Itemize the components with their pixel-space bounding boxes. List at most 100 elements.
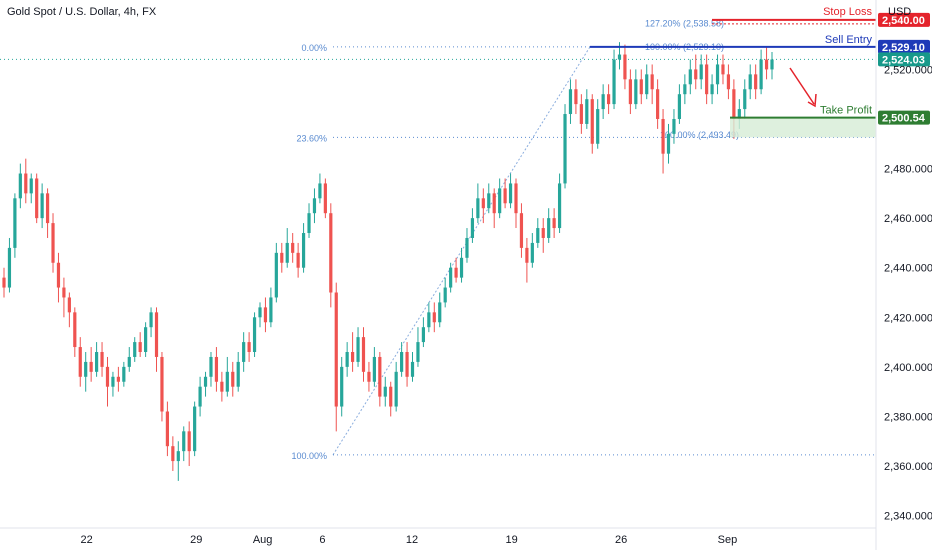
sell-arrow-shaft (789, 67, 815, 105)
candle-body (487, 193, 491, 209)
candle-body (410, 361, 415, 377)
candle-body (672, 118, 676, 134)
candle-body (459, 257, 464, 278)
price-tag-text: 2,524.03 (882, 54, 925, 66)
candle-body (247, 342, 251, 352)
price-tag-bg (878, 52, 930, 67)
fib-level-label: 0.00% (301, 43, 327, 53)
candle-body (710, 84, 714, 95)
x-tick-label: Sep (718, 534, 738, 546)
fib-level-label: 100.00% (291, 451, 327, 461)
candle-body (144, 327, 148, 352)
candle-body (24, 173, 28, 194)
price-tag-bg (878, 12, 930, 27)
fib-extension-label: 100.00% (2,493.49) (660, 130, 739, 140)
candle-body (203, 376, 208, 387)
candle-body (29, 178, 33, 194)
candle-body (367, 371, 371, 382)
candle-body (743, 89, 747, 110)
candle-body (182, 431, 186, 452)
candle-body (138, 342, 142, 352)
stop-loss-price-tag[interactable]: 2,540.00 (878, 12, 930, 27)
candle-body (514, 183, 518, 214)
candle-body (231, 371, 235, 387)
fib-level-label: 23.60% (296, 133, 327, 143)
y-tick-label: 2,460.000 (884, 213, 932, 225)
candle-body (13, 198, 17, 248)
x-tick-label: 22 (81, 534, 93, 546)
candle-body (617, 54, 622, 60)
x-tick-label: 19 (505, 534, 517, 546)
candle-body (209, 356, 213, 377)
candle-body (2, 277, 6, 288)
candle-body (291, 242, 295, 253)
candle-body (683, 84, 687, 95)
candle-body (329, 213, 333, 293)
candle-body (688, 69, 692, 85)
current-price-tag[interactable]: 2,524.03 (878, 52, 930, 67)
candle-body (154, 312, 159, 357)
candle-body (726, 74, 731, 90)
candle-body (552, 218, 556, 229)
candle-body (225, 371, 229, 392)
candle-body (454, 267, 458, 278)
candle-body (519, 213, 524, 248)
candle-body (770, 59, 774, 70)
candle-body (89, 361, 93, 372)
candle-body (737, 109, 741, 119)
candle-body (492, 193, 496, 214)
candle-body (628, 79, 632, 105)
candle-body (7, 247, 12, 288)
candle-body (127, 356, 131, 367)
candle-body (536, 228, 540, 243)
price-tag-bg (878, 39, 930, 54)
sell-entry-label: Sell Entry (825, 34, 873, 46)
trade-setup[interactable]: Stop Loss Sell Entry Take Profit 2,540.00 2,… (590, 6, 930, 138)
candle-body (350, 352, 355, 362)
candle-body (149, 312, 153, 328)
sell-entry-price-tag[interactable]: 2,529.10 (878, 39, 930, 54)
candle-body (694, 69, 698, 80)
y-tick-label: 2,480.000 (884, 164, 932, 176)
candle-body (568, 89, 573, 115)
take-profit-price-tag[interactable]: 2,500.54 (878, 110, 930, 125)
candle-body (661, 118, 665, 154)
candle-body (427, 312, 431, 328)
candle-body (645, 74, 649, 95)
candle-body (547, 218, 551, 238)
candle-body (334, 292, 338, 407)
price-tag-text: 2,500.54 (882, 113, 926, 125)
candle-body (400, 352, 404, 372)
candle-body (606, 94, 611, 105)
currency-label[interactable]: USD (888, 6, 911, 18)
candle-body (318, 183, 322, 199)
candle-body (378, 356, 382, 397)
candle-body (252, 317, 257, 352)
candle-body (56, 262, 61, 288)
candle-body (280, 252, 284, 263)
candle-body (557, 183, 562, 229)
y-tick-label: 2,440.000 (884, 263, 932, 275)
candle-body (579, 104, 583, 124)
candle-body (356, 337, 360, 362)
candle-body (214, 356, 219, 382)
candlestick-series (2, 42, 774, 481)
candle-body (116, 376, 120, 382)
candle-body (465, 237, 469, 258)
candle-body (596, 109, 600, 144)
stop-loss-label: Stop Loss (823, 6, 872, 18)
candle-body (601, 94, 605, 110)
candle-body (715, 64, 720, 85)
candle-body (160, 356, 164, 412)
candle-body (585, 99, 589, 124)
fib-extension-label: 127.20% (2,538.58) (645, 18, 724, 28)
price-tag-bg (878, 110, 930, 125)
y-tick-label: 2,360.000 (884, 461, 932, 473)
candle-body (677, 94, 682, 119)
y-tick-label: 2,400.000 (884, 362, 932, 374)
candle-body (748, 74, 752, 90)
candle-body (122, 366, 126, 382)
candle-body (258, 307, 262, 318)
